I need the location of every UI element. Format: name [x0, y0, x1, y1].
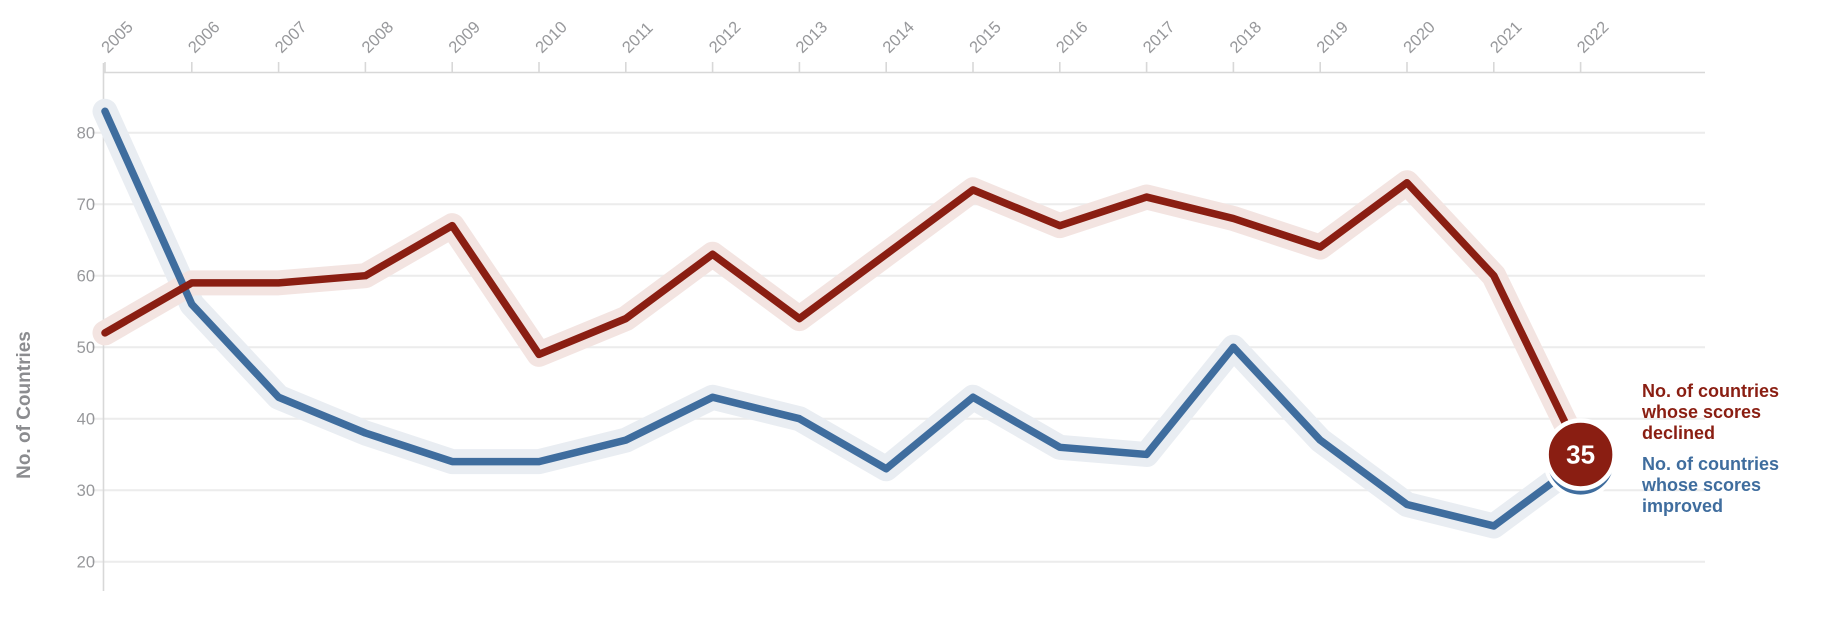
improved-series-halo: [92, 98, 1594, 539]
improved-series-line: [101, 107, 1585, 530]
legend-declined-line2: whose scores: [1642, 402, 1762, 422]
declined-end-badge-label: 35: [1566, 439, 1595, 469]
x-axis-tick-label: 2018: [1227, 18, 1266, 57]
x-axis-tick-label: 2021: [1487, 18, 1526, 57]
y-axis-tick-label: 60: [77, 268, 95, 286]
y-axis-tick-label: 50: [77, 339, 95, 357]
y-axis-tick-label: 30: [77, 482, 95, 500]
x-axis-tick-label: 2019: [1313, 18, 1352, 57]
y-axis-tick-label: 80: [77, 125, 95, 143]
x-axis-tick-label: 2010: [532, 18, 571, 57]
declined-end-badge: [1544, 418, 1617, 491]
x-axis-tick-label: 2005: [98, 18, 137, 57]
legend-declined-line3: declined: [1642, 423, 1716, 443]
legend-improved: No. of countries whose scores improved: [1642, 454, 1817, 517]
x-axis-tick-label: 2017: [1140, 18, 1179, 57]
legend: No. of countries whose scores declined N…: [1642, 381, 1817, 527]
x-axis-tick-label: 2012: [706, 18, 745, 57]
x-axis-tick-label: 2015: [966, 18, 1005, 57]
y-axis-tick-label: 70: [77, 196, 95, 214]
declined-series-line: [101, 179, 1585, 459]
x-axis-tick-label: 2009: [445, 18, 484, 57]
x-axis-tick-label: 2013: [793, 18, 832, 57]
y-axis-title: No. of Countries: [14, 331, 35, 479]
x-axis-tick-label: 2014: [879, 18, 918, 57]
x-axis-tick-label: 2020: [1400, 18, 1439, 57]
legend-improved-line3: improved: [1642, 496, 1724, 516]
x-axis-tick-label: 2007: [272, 18, 311, 57]
legend-declined: No. of countries whose scores declined: [1642, 381, 1817, 444]
legend-declined-line1: No. of countries: [1642, 381, 1780, 401]
x-axis-tick-label: 2006: [185, 18, 224, 57]
y-axis-tick-label: 20: [77, 554, 95, 572]
x-axis-tick-label: 2016: [1053, 18, 1092, 57]
x-axis-tick-label: 2008: [359, 18, 398, 57]
legend-improved-line2: whose scores: [1642, 475, 1762, 495]
legend-improved-line1: No. of countries: [1642, 454, 1780, 474]
x-axis-tick-label: 2022: [1574, 18, 1613, 57]
y-axis-tick-label: 40: [77, 411, 95, 429]
x-axis-tick-label: 2011: [619, 19, 657, 57]
